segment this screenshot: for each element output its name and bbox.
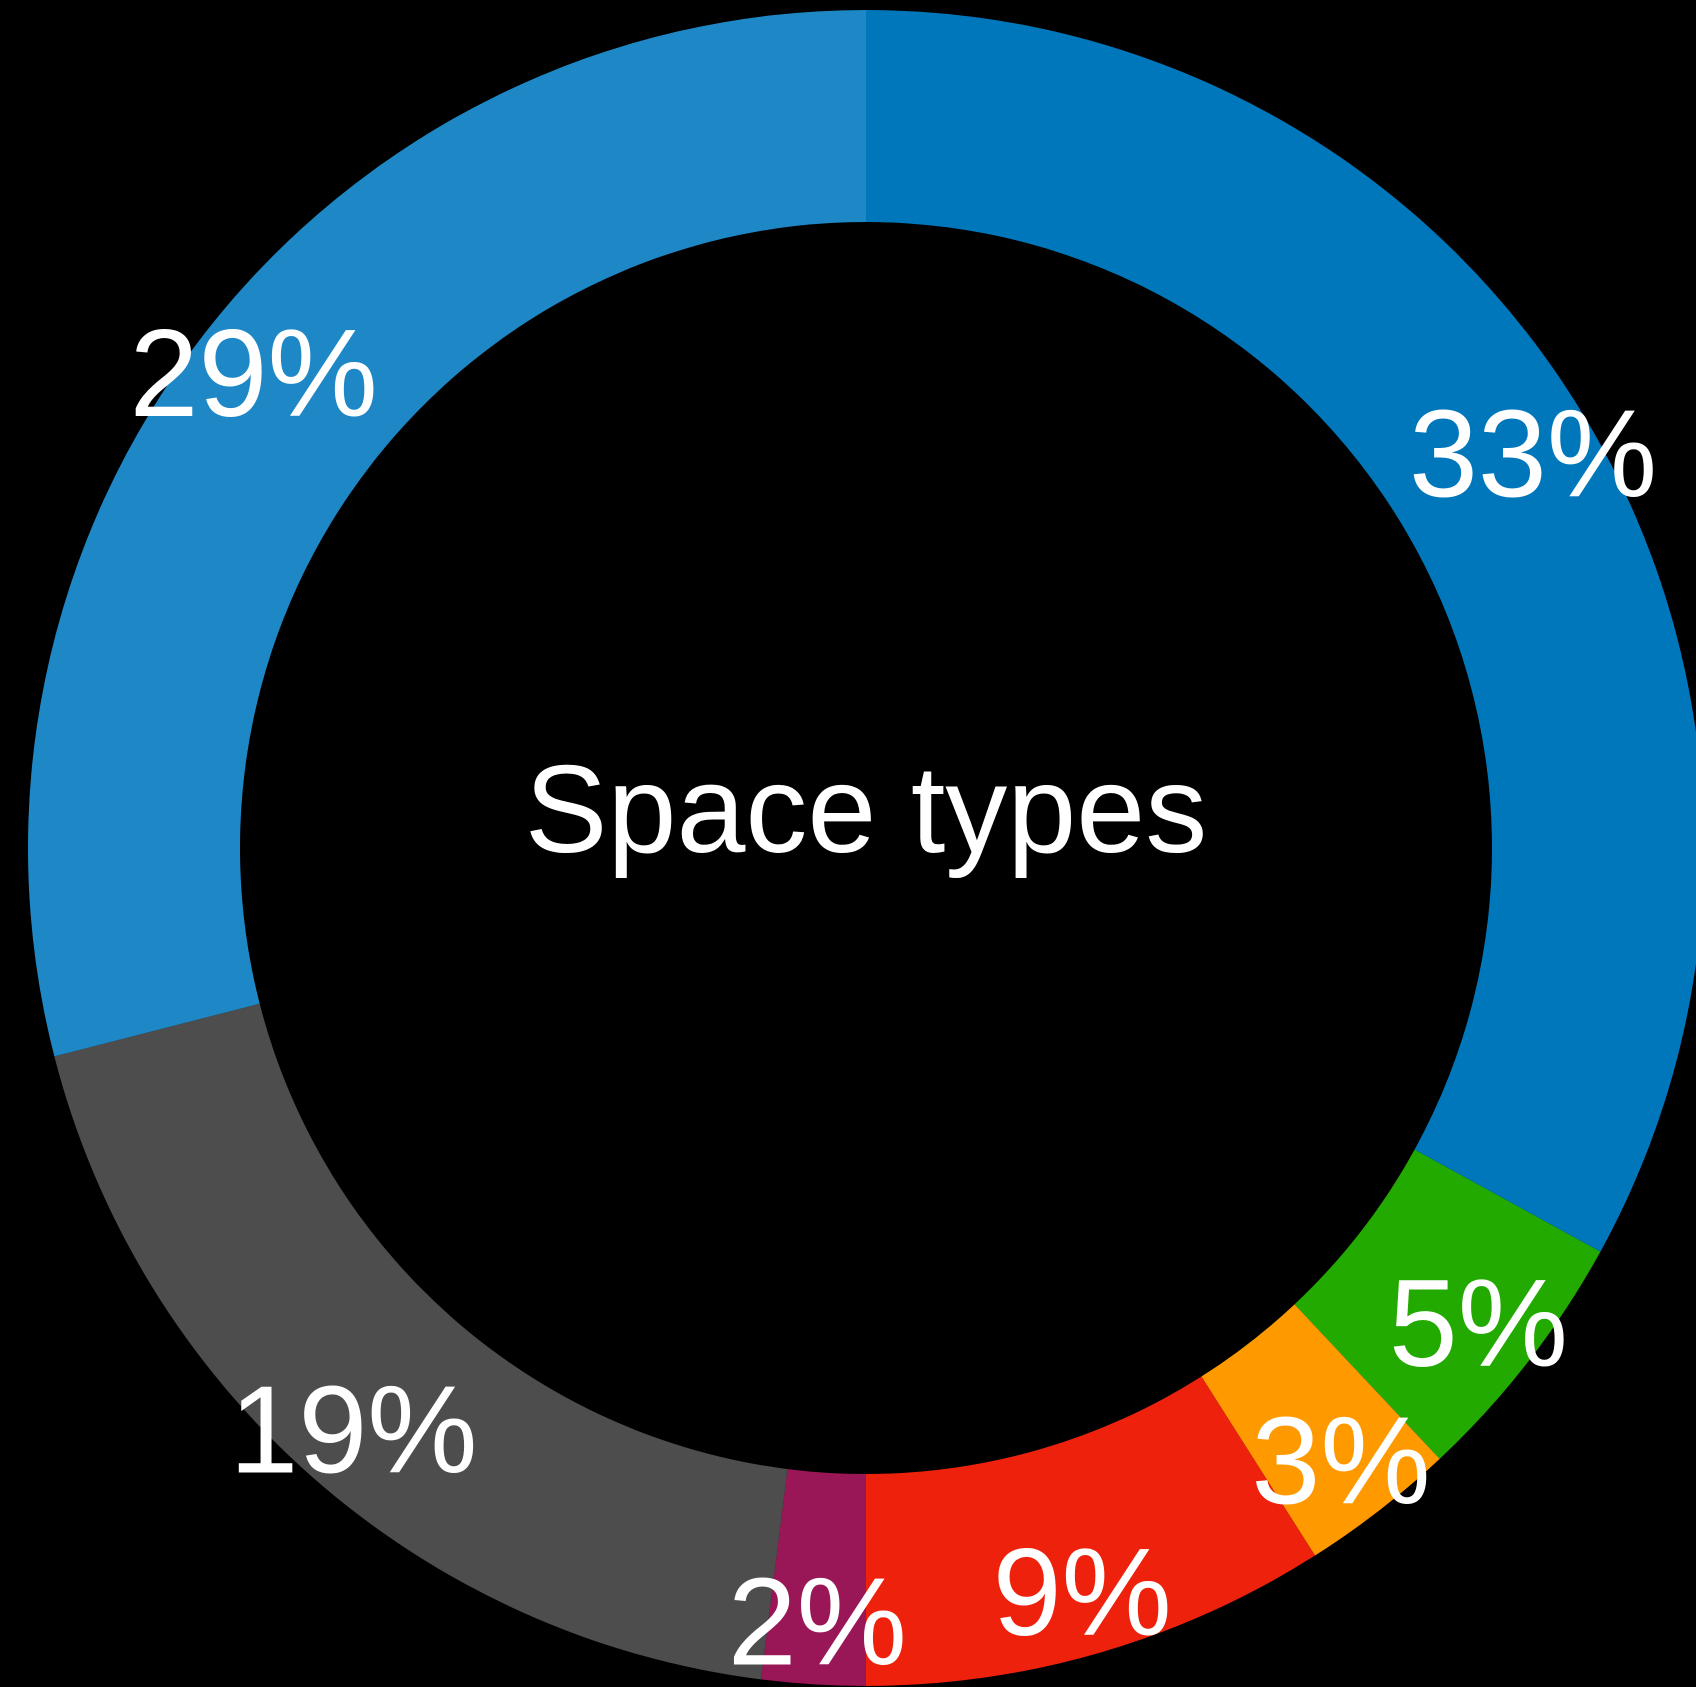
donut-slice-5 xyxy=(760,1469,866,1686)
slice-label-4: 9% xyxy=(993,1524,1172,1662)
slice-label-7: 29% xyxy=(130,305,378,443)
donut-slices xyxy=(27,10,1696,1686)
chart-title: Space types xyxy=(525,741,1207,879)
slice-label-3: 3% xyxy=(1251,1392,1430,1530)
slice-label-6: 19% xyxy=(229,1361,477,1499)
donut-slice-1 xyxy=(866,10,1696,1252)
donut-slice-4 xyxy=(866,1376,1316,1686)
donut-slice-7 xyxy=(27,10,867,1057)
donut-slice-3 xyxy=(1201,1304,1440,1556)
donut-slice-6 xyxy=(54,1003,788,1680)
donut-slice-2 xyxy=(1294,1149,1601,1459)
slice-labels: 33% 5%3% 9% 2% 19% 29% xyxy=(130,305,1658,1687)
slice-label-5: 2% xyxy=(728,1553,907,1687)
slice-label-1: 33% xyxy=(1409,385,1657,523)
slice-label-2: 5% xyxy=(1389,1255,1568,1393)
